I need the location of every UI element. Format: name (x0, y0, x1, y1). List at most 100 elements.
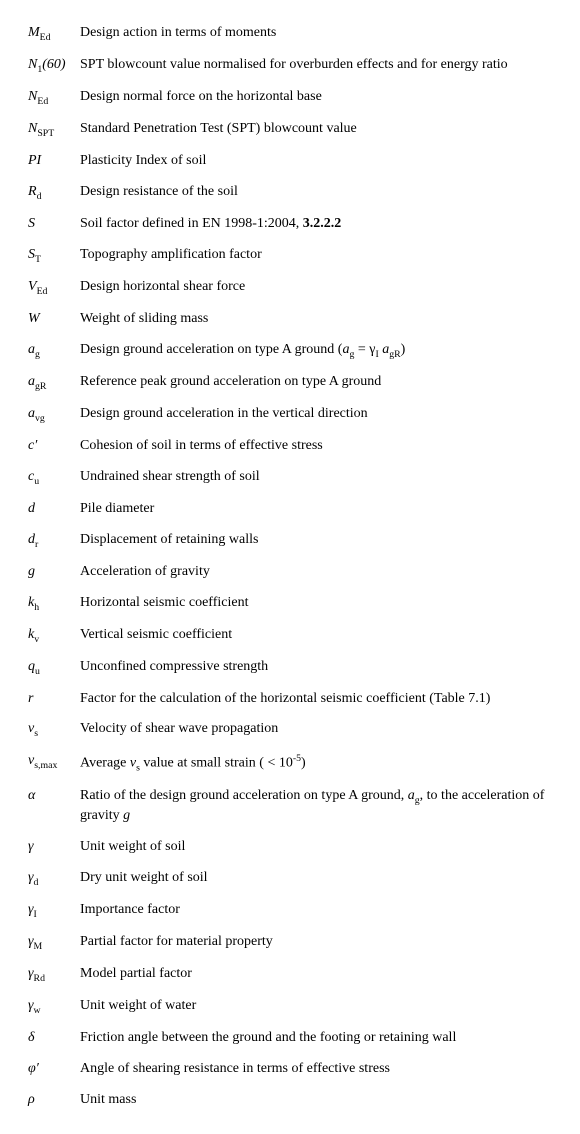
description: Topography amplification factor (80, 246, 552, 265)
description: Partial factor for material property (80, 933, 552, 952)
symbol: γw (28, 997, 80, 1017)
notation-row: γMPartial factor for material property (28, 933, 552, 953)
symbol: dr (28, 531, 80, 551)
notation-row: WWeight of sliding mass (28, 310, 552, 329)
symbol: vs (28, 720, 80, 740)
description: Horizontal seismic coefficient (80, 594, 552, 613)
notation-row: vsVelocity of shear wave propagation (28, 720, 552, 740)
description: Unit weight of water (80, 997, 552, 1016)
notation-row: VEdDesign horizontal shear force (28, 278, 552, 298)
symbol: α (28, 787, 80, 806)
notation-row: N1(60)SPT blowcount value normalised for… (28, 56, 552, 76)
symbol: ST (28, 246, 80, 266)
description: Undrained shear strength of soil (80, 468, 552, 487)
description: Factor for the calculation of the horizo… (80, 690, 552, 709)
notation-row: γwUnit weight of water (28, 997, 552, 1017)
symbol: γd (28, 869, 80, 889)
notation-row: kvVertical seismic coefficient (28, 626, 552, 646)
symbol: g (28, 563, 80, 582)
description: Weight of sliding mass (80, 310, 552, 329)
notation-row: ρUnit mass (28, 1091, 552, 1110)
notation-row: avgDesign ground acceleration in the ver… (28, 405, 552, 425)
description: SPT blowcount value normalised for overb… (80, 56, 552, 75)
symbol: NSPT (28, 120, 80, 140)
symbol: φ′ (28, 1060, 80, 1079)
notation-row: MEdDesign action in terms of moments (28, 24, 552, 44)
symbol: γM (28, 933, 80, 953)
symbol: γI (28, 901, 80, 921)
symbol: Rd (28, 183, 80, 203)
symbol: MEd (28, 24, 80, 44)
description: Reference peak ground acceleration on ty… (80, 373, 552, 392)
symbol: r (28, 690, 80, 709)
description: Soil factor defined in EN 1998-1:2004, 3… (80, 215, 552, 234)
notation-row: NEdDesign normal force on the horizontal… (28, 88, 552, 108)
description: Unconfined compressive strength (80, 658, 552, 677)
symbol: c′ (28, 437, 80, 456)
notation-row: γdDry unit weight of soil (28, 869, 552, 889)
notation-row: drDisplacement of retaining walls (28, 531, 552, 551)
description: Design horizontal shear force (80, 278, 552, 297)
description: Displacement of retaining walls (80, 531, 552, 550)
symbol: S (28, 215, 80, 234)
symbol: ag (28, 341, 80, 361)
description: Pile diameter (80, 500, 552, 519)
symbol: δ (28, 1029, 80, 1048)
symbol: N1(60) (28, 56, 80, 76)
description: Dry unit weight of soil (80, 869, 552, 888)
symbol: PI (28, 152, 80, 171)
notation-row: quUnconfined compressive strength (28, 658, 552, 678)
symbol: agR (28, 373, 80, 393)
description: Cohesion of soil in terms of effective s… (80, 437, 552, 456)
description: Design resistance of the soil (80, 183, 552, 202)
notation-row: γRdModel partial factor (28, 965, 552, 985)
symbol: avg (28, 405, 80, 425)
notation-row: γIImportance factor (28, 901, 552, 921)
description: Acceleration of gravity (80, 563, 552, 582)
description: Unit mass (80, 1091, 552, 1110)
description: Unit weight of soil (80, 838, 552, 857)
notation-row: PIPlasticity Index of soil (28, 152, 552, 171)
description: Design ground acceleration on type A gro… (80, 341, 552, 361)
symbol: VEd (28, 278, 80, 298)
notation-row: khHorizontal seismic coefficient (28, 594, 552, 614)
symbol: NEd (28, 88, 80, 108)
notation-row: RdDesign resistance of the soil (28, 183, 552, 203)
notation-row: agRReference peak ground acceleration on… (28, 373, 552, 393)
notation-row: cuUndrained shear strength of soil (28, 468, 552, 488)
description: Friction angle between the ground and th… (80, 1029, 552, 1048)
symbol: d (28, 500, 80, 519)
description: Design action in terms of moments (80, 24, 552, 43)
description: Angle of shearing resistance in terms of… (80, 1060, 552, 1079)
notation-row: NSPTStandard Penetration Test (SPT) blow… (28, 120, 552, 140)
description: Model partial factor (80, 965, 552, 984)
notation-row: γUnit weight of soil (28, 838, 552, 857)
description: Importance factor (80, 901, 552, 920)
symbol: W (28, 310, 80, 329)
notation-row: agDesign ground acceleration on type A g… (28, 341, 552, 361)
description: Plasticity Index of soil (80, 152, 552, 171)
notation-row: dPile diameter (28, 500, 552, 519)
notation-row: gAcceleration of gravity (28, 563, 552, 582)
symbol: kh (28, 594, 80, 614)
symbol: γRd (28, 965, 80, 985)
notation-row: φ′Angle of shearing resistance in terms … (28, 1060, 552, 1079)
description: Design ground acceleration in the vertic… (80, 405, 552, 424)
symbol: kv (28, 626, 80, 646)
notation-row: rFactor for the calculation of the horiz… (28, 690, 552, 709)
symbol: vs,max (28, 752, 80, 772)
symbol: qu (28, 658, 80, 678)
notation-row: SSoil factor defined in EN 1998-1:2004, … (28, 215, 552, 234)
notation-row: αRatio of the design ground acceleration… (28, 787, 552, 826)
notation-list: MEdDesign action in terms of momentsN1(6… (28, 24, 552, 1110)
symbol: cu (28, 468, 80, 488)
symbol: γ (28, 838, 80, 857)
description: Vertical seismic coefficient (80, 626, 552, 645)
description: Velocity of shear wave propagation (80, 720, 552, 739)
description: Design normal force on the horizontal ba… (80, 88, 552, 107)
notation-row: vs,maxAverage vs value at small strain (… (28, 752, 552, 775)
description: Standard Penetration Test (SPT) blowcoun… (80, 120, 552, 139)
notation-row: δFriction angle between the ground and t… (28, 1029, 552, 1048)
symbol: ρ (28, 1091, 80, 1110)
description: Ratio of the design ground acceleration … (80, 787, 552, 826)
